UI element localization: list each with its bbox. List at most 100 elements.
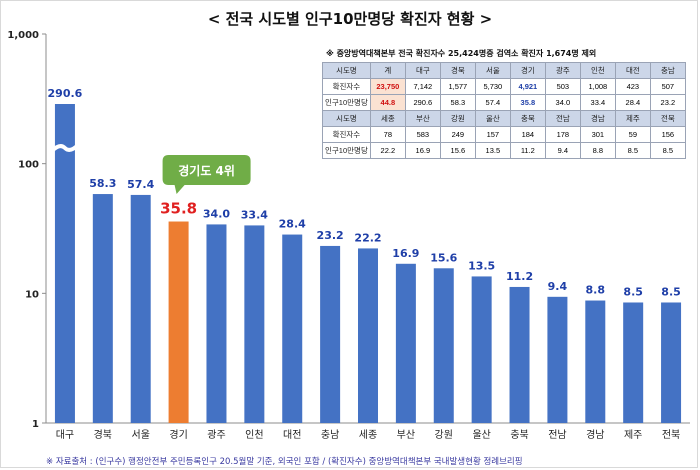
table-cell: 대구: [404, 62, 441, 79]
table-row: 시도명 계 대구 경북 서울 경기 광주 인천 대전 충남: [322, 62, 686, 79]
value-labels: 290.658.3 57.435.8 34.0 33.428.423.2 22.216.…: [48, 87, 681, 298]
value-label: 290.6: [48, 87, 83, 100]
table-cell: 507: [649, 78, 686, 95]
table-cell: 22.2: [369, 142, 406, 159]
table-row: 시도명 세종 부산 강원 울산 충북 전남 경남 제주 전북: [322, 110, 686, 127]
table-cell: 583: [404, 126, 441, 143]
value-label: 28.4: [279, 218, 306, 231]
table-cell: 경북: [439, 62, 476, 79]
chart-title: < 전국 시도별 인구10만명당 확진자 현황 >: [208, 10, 492, 28]
table-cell: 7,142: [404, 78, 441, 95]
value-label: 57.4: [127, 178, 154, 191]
callout-label: 경기도 4위: [178, 163, 235, 178]
bar-경남: [585, 300, 606, 423]
value-label: 8.5: [661, 285, 681, 298]
table-cell: 1,577: [439, 78, 476, 95]
table-cell: 34.0: [544, 94, 581, 111]
bar-충남: [320, 245, 341, 423]
bar-대구: [54, 104, 75, 423]
table-cell: 계: [369, 62, 406, 79]
annotation-callout: 경기도 4위: [162, 155, 251, 194]
table-cell: 시도명: [322, 110, 371, 127]
bar-경북: [92, 194, 113, 423]
bar-제주: [623, 302, 644, 423]
x-tick-label: 울산: [472, 429, 490, 441]
value-label: 58.3: [89, 177, 116, 190]
table-cell: 15.6: [439, 142, 476, 159]
table-row: 인구10만명당 44.8 290.6 58.3 57.4 35.8 34.0 33.4 28.4…: [322, 94, 686, 111]
table-cell: 5,730: [474, 78, 511, 95]
bar-울산: [471, 276, 492, 423]
y-tick-label: 1,000: [7, 30, 39, 41]
table-cell: 11.2: [509, 142, 546, 159]
table-cell: 인구10만명당: [322, 94, 371, 111]
table-cell: 57.4: [474, 94, 511, 111]
table-cell: 서울: [474, 62, 511, 79]
x-tick-label: 강원: [435, 429, 453, 441]
x-tick-label: 서울: [132, 429, 150, 441]
value-label: 34.0: [203, 207, 230, 220]
value-label: 15.6: [430, 251, 457, 264]
bar-전북: [661, 302, 682, 423]
table-cell: 13.5: [474, 142, 511, 159]
table-cell: 301: [579, 126, 616, 143]
x-tick-label: 경남: [586, 428, 604, 441]
value-label: 23.2: [317, 229, 344, 242]
table-cell: 시도명: [322, 62, 371, 79]
bar-인천: [244, 225, 265, 423]
value-label: 22.2: [354, 231, 381, 244]
table-row: 확진자수 23,750 7,142 1,577 5,730 4,921 503 1,008 42…: [322, 78, 686, 95]
x-tick-label: 충남: [321, 429, 339, 441]
table-cell: 인천: [579, 62, 616, 79]
table-cell: 확진자수: [322, 126, 371, 143]
table-cell: 156: [649, 126, 686, 143]
table-cell: 경기: [509, 62, 546, 79]
x-tick-label: 부산: [397, 429, 415, 441]
value-label: 8.5: [623, 285, 643, 298]
x-tick-label: 대전: [283, 429, 301, 441]
x-tick-label: 광주: [207, 429, 225, 441]
table-cell: 대전: [614, 62, 651, 79]
value-label: 9.4: [548, 280, 568, 293]
table-cell: 78: [369, 126, 406, 143]
table-cell: 경남: [579, 110, 616, 127]
table-cell: 확진자수: [322, 78, 371, 95]
y-tick-label: 1: [32, 419, 39, 430]
table-cell: 전북: [649, 110, 686, 127]
value-label: 16.9: [392, 247, 419, 260]
bar-전남: [547, 296, 568, 423]
table-cell: 8.5: [649, 142, 686, 159]
x-tick-label: 제주: [624, 429, 642, 441]
x-tick-label: 대구: [56, 429, 74, 441]
source-note: ※ 자료출처 : (인구수) 행정안전부 주민등록인구 20.5월말 기준, 외…: [46, 456, 523, 467]
table-cell: 503: [544, 78, 581, 95]
table-cell: 울산: [474, 110, 511, 127]
bar-서울: [130, 194, 151, 423]
x-tick-label: 세종: [359, 429, 377, 441]
x-tick-label: 인천: [245, 429, 263, 441]
table-cell: 4,921: [509, 78, 546, 95]
table-cell: 44.8: [369, 94, 406, 111]
table-cell: 23,750: [369, 78, 406, 95]
table-cell: 강원: [439, 110, 476, 127]
bar-세종: [358, 248, 378, 423]
bar-충북: [509, 286, 530, 423]
table-row: 확진자수 78 583 249 157 184 178 301 59 156: [322, 126, 686, 143]
table-cell: 인구10만명당: [322, 142, 371, 159]
table-cell: 9.4: [544, 142, 581, 159]
value-label: 8.8: [586, 284, 606, 297]
table-cell: 충북: [509, 110, 546, 127]
table-cell: 157: [474, 126, 511, 143]
summary-table: 시도명 계 대구 경북 서울 경기 광주 인천 대전 충남 확진자수 23,750 7,142 1,577…: [322, 62, 686, 159]
table-cell: 184: [509, 126, 546, 143]
x-tick-label: 경북: [94, 428, 112, 441]
table-cell: 58.3: [439, 94, 476, 111]
table-cell: 423: [614, 78, 651, 95]
bar-광주: [206, 224, 227, 423]
table-cell: 33.4: [579, 94, 616, 111]
table-note: ※ 중앙방역대책본부 전국 확진자수 25,424명중 검역소 확진자 1,67…: [326, 48, 596, 58]
table-cell: 23.2: [649, 94, 686, 111]
callout-bubble: [162, 155, 251, 194]
value-label: 13.5: [468, 259, 495, 272]
